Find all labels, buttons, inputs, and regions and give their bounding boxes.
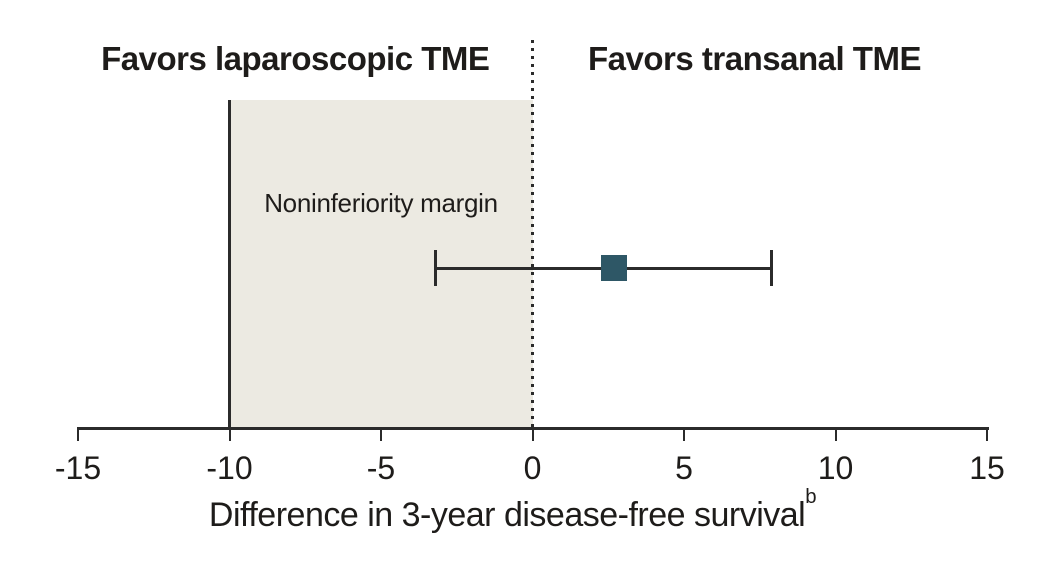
confidence-interval-right-cap [770, 250, 774, 286]
x-axis-tick [683, 429, 685, 441]
confidence-interval-left-cap [434, 250, 438, 286]
x-axis-tick-label: 10 [817, 450, 854, 486]
x-axis-tick [986, 429, 988, 441]
x-axis-tick-label: 0 [523, 450, 542, 486]
favors-laparoscopic-label: Favors laparoscopic TME [101, 40, 490, 77]
x-axis-line [76, 427, 989, 430]
x-axis-tick [228, 429, 231, 441]
favors-transanal-label: Favors transanal TME [588, 40, 921, 77]
x-axis-label-text: Difference in 3-year disease-free surviv… [208, 496, 806, 534]
zero-reference-dotted-line [531, 40, 534, 429]
x-axis-tick-label: 5 [675, 450, 693, 486]
x-axis-tick [380, 429, 382, 441]
noninferiority-margin-line [228, 100, 231, 429]
x-axis-tick-label: -10 [206, 450, 253, 486]
point-estimate-marker [601, 255, 628, 281]
x-axis-tick [531, 429, 534, 441]
x-axis-tick-label: -15 [54, 450, 102, 486]
noninferiority-shaded-region [229, 100, 533, 429]
x-axis-label-superscript: b [805, 486, 817, 509]
x-axis-tick [834, 429, 837, 441]
x-axis-tick-label: 15 [969, 450, 1005, 486]
x-axis-label: Difference in 3-year disease-free surviv… [78, 486, 947, 535]
x-axis-tick-label: -5 [366, 450, 396, 486]
x-axis-tick [77, 429, 79, 441]
noninferiority-margin-label: Noninferiority margin [264, 188, 498, 218]
